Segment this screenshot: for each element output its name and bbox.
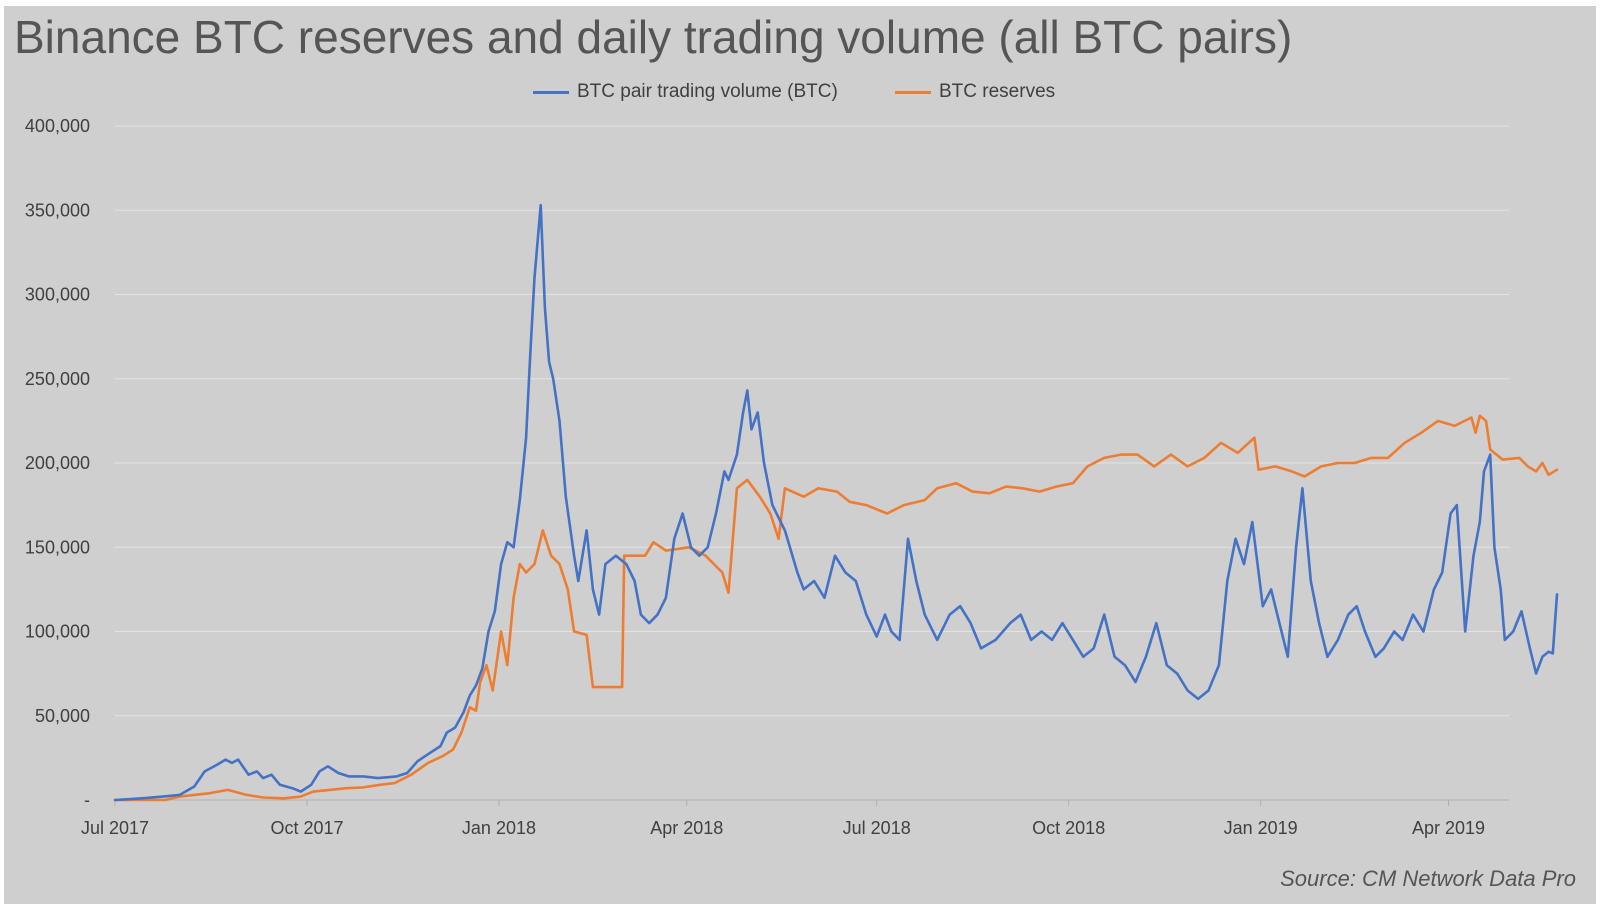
legend: BTC pair trading volume (BTC) BTC reserv…	[0, 80, 1600, 104]
legend-item-reserves: BTC reserves	[895, 80, 1055, 104]
y-tick-label: 100,000	[25, 622, 90, 642]
series-line-reserves	[113, 414, 1559, 802]
x-tick-label: Oct 2017	[270, 818, 343, 838]
x-tick-label: Apr 2018	[650, 818, 723, 838]
y-tick-label: -	[84, 790, 90, 810]
x-tick-label: Oct 2018	[1032, 818, 1105, 838]
x-tick-label: Jul 2018	[843, 818, 911, 838]
x-tick-label: Jul 2017	[81, 818, 149, 838]
series-line-volume	[113, 203, 1559, 802]
y-tick-label: 250,000	[25, 369, 90, 389]
chart-background	[4, 6, 1596, 904]
y-tick-label: 400,000	[25, 116, 90, 136]
x-tick-label: Jan 2019	[1224, 818, 1298, 838]
y-tick-label: 350,000	[25, 200, 90, 220]
legend-label-reserves: BTC reserves	[939, 81, 1056, 102]
legend-swatch-volume	[533, 90, 569, 94]
legend-swatch-reserves	[895, 90, 931, 94]
legend-item-volume: BTC pair trading volume (BTC)	[533, 80, 838, 104]
legend-label-volume: BTC pair trading volume (BTC)	[577, 81, 838, 102]
x-tick-label: Apr 2019	[1412, 818, 1485, 838]
y-tick-label: 50,000	[35, 706, 90, 726]
y-tick-label: 150,000	[25, 537, 90, 557]
source-note: Source: CM Network Data Pro	[1280, 866, 1576, 891]
chart-title: Binance BTC reserves and daily trading v…	[14, 11, 1293, 63]
x-tick-label: Jan 2018	[462, 818, 536, 838]
y-tick-label: 200,000	[25, 453, 90, 473]
y-tick-label: 300,000	[25, 285, 90, 305]
